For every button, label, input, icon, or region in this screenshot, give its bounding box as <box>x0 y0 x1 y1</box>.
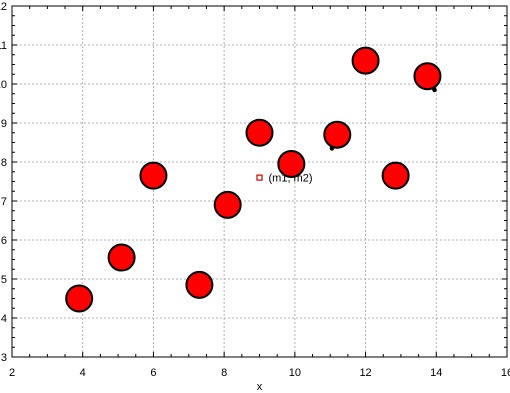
points-layer <box>65 46 442 313</box>
y-tick-label: 8 <box>1 157 7 169</box>
data-point <box>139 161 168 190</box>
x-tick-label: 12 <box>359 367 371 379</box>
data-point <box>65 284 94 313</box>
data-point <box>277 149 306 178</box>
y-tick-label: 7 <box>1 196 7 208</box>
data-point <box>107 243 136 272</box>
x-tick-label: 6 <box>150 367 156 379</box>
x-tick-label: 14 <box>430 367 442 379</box>
data-point <box>213 190 242 219</box>
y-tick-label: 9 <box>1 118 7 130</box>
y-tick-label: 10 <box>0 79 7 91</box>
mean-point-marker <box>256 174 263 181</box>
x-tick-label: 4 <box>80 367 86 379</box>
data-point <box>351 46 380 75</box>
x-tick-label: 10 <box>289 367 301 379</box>
y-tick-labels: 3 4 5 6 7 8 9 10 11 12 <box>0 1 7 364</box>
y-tick-label: 11 <box>0 40 7 52</box>
y-tick-label: 6 <box>1 235 7 247</box>
mean-point-label: (m1, m2) <box>269 173 313 185</box>
data-point <box>185 270 214 299</box>
data-point <box>413 62 442 91</box>
data-point <box>245 118 274 147</box>
tick-layer <box>11 5 508 358</box>
y-tick-label: 3 <box>1 352 7 364</box>
y-tick-label: 12 <box>0 1 7 13</box>
y-tick-label: 5 <box>1 274 7 286</box>
data-point <box>381 161 410 190</box>
y-tick-label: 4 <box>1 313 7 325</box>
x-axis-title: x <box>257 381 263 393</box>
x-tick-labels: 2 4 6 8 10 12 14 16 <box>9 367 510 379</box>
x-tick-label: 8 <box>221 367 227 379</box>
annotation-layer: (m1, m2) <box>256 173 313 185</box>
x-tick-label: 16 <box>501 367 510 379</box>
x-tick-label: 2 <box>9 367 15 379</box>
data-point <box>323 120 352 149</box>
